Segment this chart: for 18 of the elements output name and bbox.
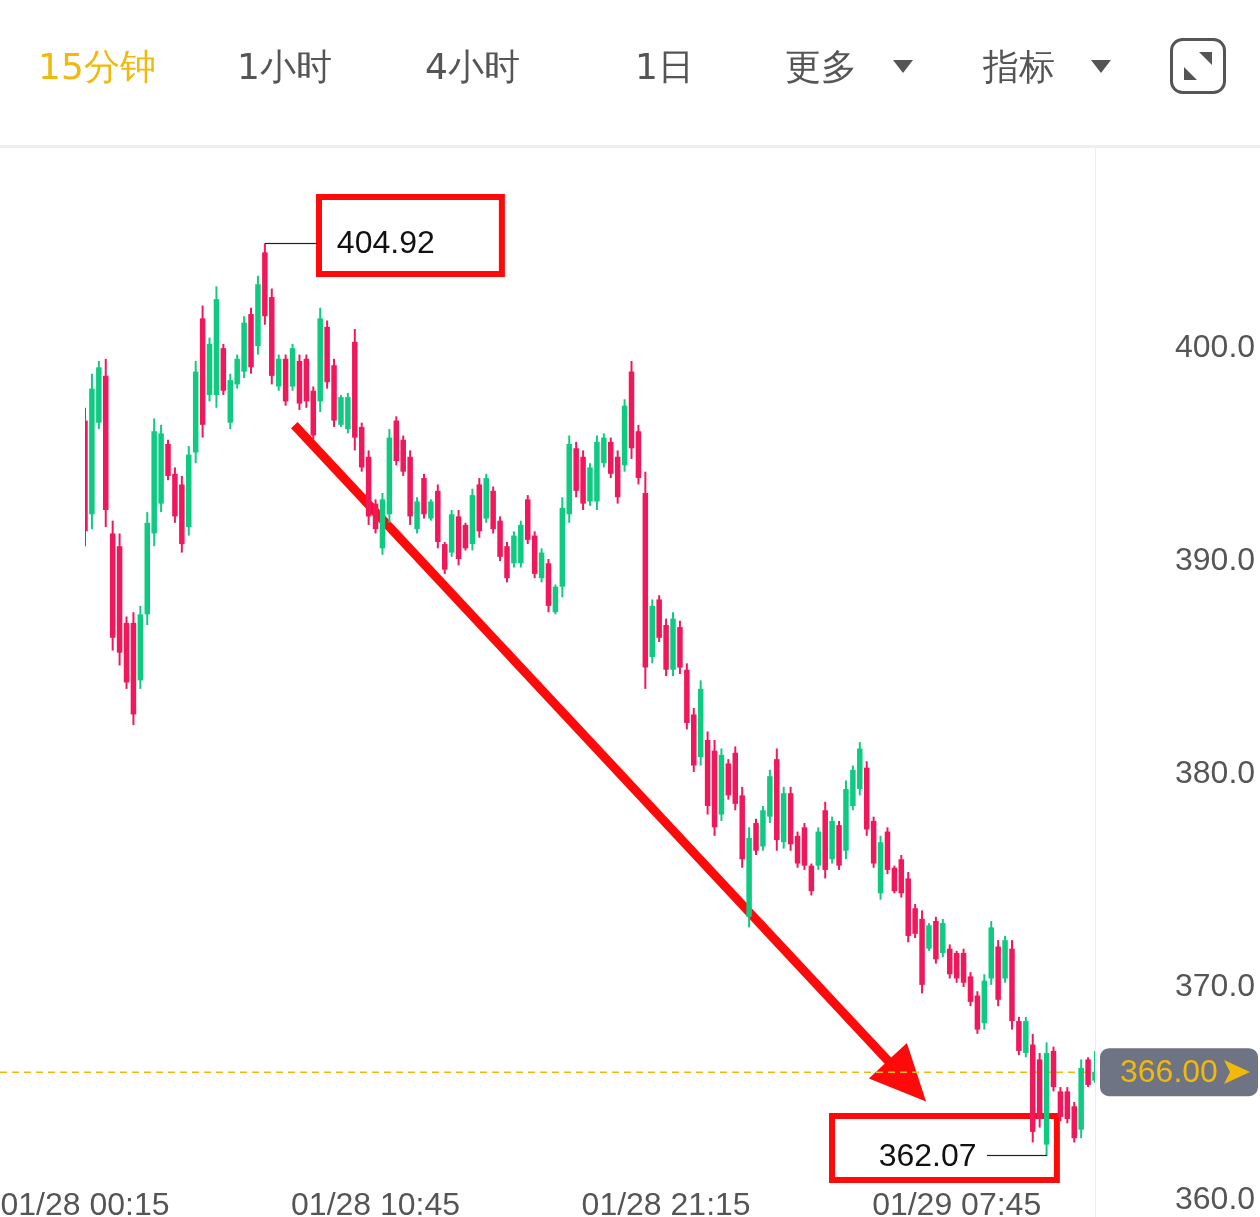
ref-line-label: 366.00 [1120,1053,1218,1090]
text: 15分钟 [38,45,156,89]
x-tick-label: 01/28 10:45 [291,1185,461,1217]
text: 4小时 [425,45,520,89]
annotation: 362.07 [878,1136,977,1173]
y-tick-label: 360.0 [1175,1179,1256,1216]
text: 1小时 [237,45,332,89]
x-tick-label: 01/29 07:45 [872,1185,1042,1217]
text: 指标 [983,45,1055,89]
y-tick-label: 390.0 [1175,540,1256,577]
y-tick-label: 380.0 [1175,753,1256,790]
annotation: 404.92 [336,224,435,261]
text: 更多 [785,45,857,89]
text: 1日 [635,45,694,89]
y-tick-label: 370.0 [1175,966,1256,1003]
x-tick-label: 01/28 00:15 [0,1185,170,1217]
x-tick-label: 01/28 21:15 [581,1185,751,1217]
y-tick-label: 400.0 [1175,328,1256,364]
